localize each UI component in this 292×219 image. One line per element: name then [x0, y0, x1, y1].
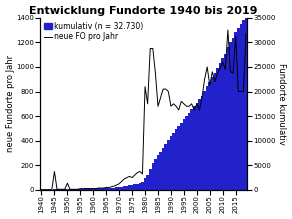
Bar [141, 182, 144, 190]
Bar [97, 188, 100, 190]
Bar [120, 187, 123, 190]
Bar [79, 189, 82, 190]
Bar [232, 38, 234, 190]
Bar [164, 143, 167, 190]
Bar [227, 47, 229, 190]
Bar [92, 188, 95, 190]
Bar [211, 77, 214, 190]
Bar [182, 119, 185, 190]
Bar [219, 64, 221, 190]
Bar [126, 186, 128, 190]
Bar [123, 186, 126, 190]
Bar [152, 163, 154, 190]
Bar [136, 184, 139, 190]
Bar [146, 175, 149, 190]
Bar [245, 14, 247, 190]
Bar [61, 189, 63, 190]
Bar [196, 102, 198, 190]
Bar [115, 187, 118, 190]
Bar [66, 189, 69, 190]
Bar [208, 82, 211, 190]
Bar [149, 169, 152, 190]
Bar [113, 188, 115, 190]
Bar [190, 109, 193, 190]
Bar [110, 188, 113, 190]
Bar [82, 189, 84, 190]
Y-axis label: neue Fundorte pro Jahr: neue Fundorte pro Jahr [6, 55, 15, 152]
Bar [128, 185, 131, 190]
Bar [201, 96, 203, 190]
Bar [89, 188, 92, 190]
Bar [107, 188, 110, 190]
Bar [188, 113, 190, 190]
Bar [133, 184, 136, 190]
Bar [178, 126, 180, 190]
Bar [170, 136, 172, 190]
Bar [214, 73, 216, 190]
Bar [144, 178, 146, 190]
Bar [229, 42, 232, 190]
Bar [162, 148, 164, 190]
Bar [180, 123, 182, 190]
Bar [237, 28, 239, 190]
Bar [131, 185, 133, 190]
Bar [198, 99, 201, 190]
Bar [167, 140, 170, 190]
Bar [53, 189, 56, 190]
Bar [95, 188, 97, 190]
Bar [102, 188, 105, 190]
Bar [172, 133, 175, 190]
Bar [175, 129, 178, 190]
Bar [139, 183, 141, 190]
Bar [221, 58, 224, 190]
Bar [203, 91, 206, 190]
Bar [71, 189, 74, 190]
Bar [84, 189, 87, 190]
Bar [154, 159, 157, 190]
Bar [69, 189, 71, 190]
Bar [206, 86, 208, 190]
Title: Entwicklung Fundorte 1940 bis 2019: Entwicklung Fundorte 1940 bis 2019 [29, 5, 258, 16]
Legend: kumulativ (n = 32.730), neue FO pro Jahr: kumulativ (n = 32.730), neue FO pro Jahr [43, 20, 145, 43]
Bar [74, 189, 77, 190]
Bar [193, 106, 196, 190]
Bar [105, 188, 107, 190]
Bar [157, 155, 159, 190]
Bar [87, 188, 89, 190]
Bar [234, 32, 237, 190]
Y-axis label: Fundorte kumulativ: Fundorte kumulativ [277, 63, 286, 145]
Bar [224, 54, 227, 190]
Bar [239, 24, 242, 190]
Bar [242, 20, 245, 190]
Bar [77, 189, 79, 190]
Bar [100, 188, 102, 190]
Bar [159, 152, 162, 190]
Bar [185, 116, 188, 190]
Bar [63, 189, 66, 190]
Bar [118, 187, 120, 190]
Bar [58, 189, 61, 190]
Bar [56, 189, 58, 190]
Bar [216, 68, 219, 190]
